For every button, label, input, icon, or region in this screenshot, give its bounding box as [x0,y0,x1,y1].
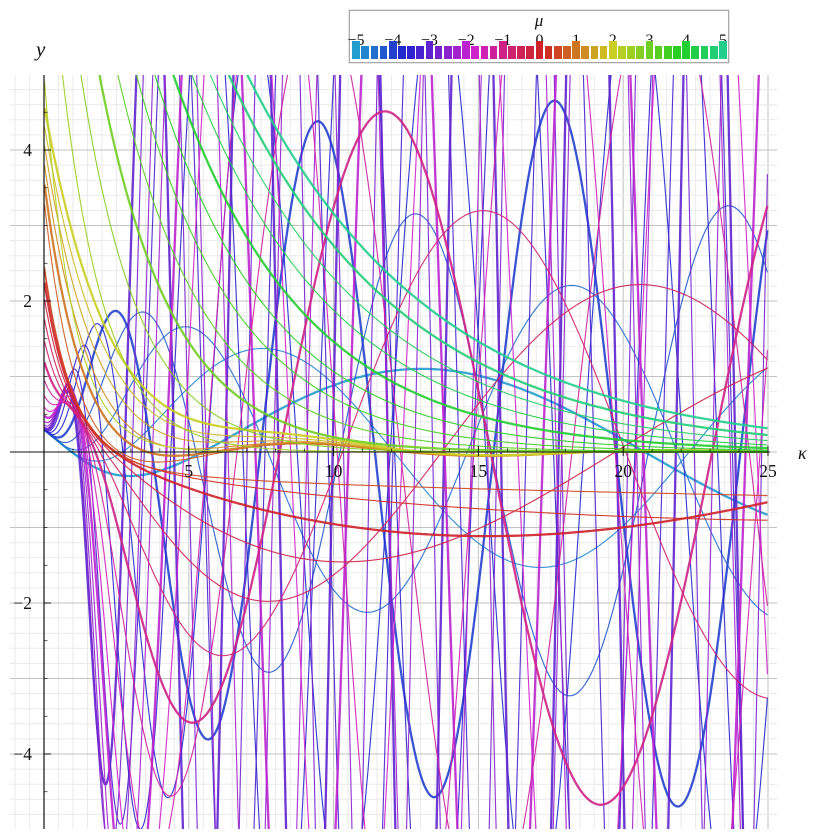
legend-swatch-mu--2.5 [443,45,452,59]
legend-tick-label: −2 [446,32,486,50]
legend-swatch-mu-0.5 [553,45,562,59]
legend-tick-label: −4 [373,32,413,50]
color-legend: μ −5−4−3−2−1012345 [348,10,729,63]
curve-mu--3 [43,75,745,829]
legend-swatch-mu--4.5 [370,45,379,59]
x-tick-label: 5 [184,461,193,481]
curve-mu-4 [172,75,768,450]
legend-swatch-mu--1 [498,41,507,59]
x-axis-label: κ [798,443,807,463]
legend-swatch-mu-4 [682,41,690,59]
legend-title: μ [534,11,544,30]
curve-mu--2 [43,75,760,829]
legend-swatch-mu-1.5 [590,45,599,59]
x-tick-label: 20 [614,461,632,481]
curve-mu-4.75 [227,75,768,437]
legend-tick-label: −3 [409,32,449,50]
legend-swatch-mu-4.25 [691,45,700,59]
curve-mu--1.25 [44,75,768,829]
y-tick-label: 2 [23,291,32,311]
legend-swatch-mu--0.5 [517,45,525,59]
legend-swatch-mu-0.25 [544,45,553,59]
y-tick-label: −2 [13,593,32,613]
x-tick-label: 10 [325,461,343,481]
legend-swatch-mu--1.5 [480,45,489,59]
legend-tick-label: 4 [666,32,706,50]
legend-swatch-mu--2.25 [453,45,461,59]
legend-swatch-mu--4.25 [379,45,388,59]
x-tick-label: 25 [759,461,777,481]
legend-swatch-mu--4 [388,41,397,59]
legend-swatch-mu-2.5 [627,45,635,59]
legend-swatch-mu-3.5 [663,45,672,59]
legend-swatch-mu--3 [425,41,434,59]
curve-mu-0.25 [44,271,768,521]
legend-tick-label: −5 [336,32,376,50]
legend-swatch-mu--3.75 [398,45,406,59]
curve-mu--4.75 [44,347,768,568]
curve-mu-4.5 [209,75,768,442]
curve-mu-4.25 [191,75,768,446]
curve-mu--1.75 [44,75,768,829]
curve-mu--2.25 [44,75,742,829]
y-axis-label: y [34,37,46,61]
legend-swatch-mu-3.25 [654,45,663,59]
legend-tick-label: 0 [519,32,559,50]
legend-swatch-mu-2.75 [636,45,645,59]
legend-swatch-mu-0.75 [563,45,571,59]
legend-swatch-mu--0.75 [508,45,516,59]
legend-swatch-mu-4.5 [700,45,709,59]
legend-swatch-mu-2 [608,41,617,59]
legend-swatch-mu-1 [572,41,580,59]
curve-mu--0.25 [44,299,768,563]
curve-mu-5 [246,75,768,430]
legend-swatch-mu--5 [352,41,360,59]
curve-mu--4.5 [44,284,768,616]
curve-mu--1 [43,110,769,806]
curve-mu-0.5 [44,267,768,497]
legend-swatch-mu-5 [719,41,727,59]
curve-mu--0.75 [44,210,768,699]
curve-mu-3.25 [117,75,768,453]
x-tick-label: 15 [470,461,488,481]
curve-mu-2 [43,107,768,457]
legend-tick-label: 3 [629,32,669,50]
legend-swatch-mu--1.25 [489,45,498,59]
y-tick-label: 4 [23,140,32,160]
y-tick-label: −4 [13,744,32,764]
legend-swatch-mu--0.25 [526,45,535,59]
curve-mu--0.5 [44,284,768,602]
legend-tick-label: −1 [483,32,523,50]
legend-swatch-mu-3.75 [673,45,681,59]
legend-swatch-mu-1.25 [581,45,590,59]
legend-swatch-mu--2 [462,41,470,59]
legend-swatch-mu-3 [645,41,654,59]
legend-tick-label: 5 [703,32,743,50]
curve-mu--3.75 [44,75,768,829]
legend-tick-label: 2 [593,32,633,50]
legend-swatch-mu--2.75 [434,45,443,59]
legend-swatch-mu-1.75 [599,45,608,59]
legend-swatch-mu--1.75 [471,45,480,59]
curve-mu-0 [43,282,768,538]
legend-swatch-mu-2.25 [618,45,626,59]
curve-mu--4 [43,99,769,808]
legend-swatch-mu-4.75 [709,45,718,59]
legend-tick-label: 1 [556,32,596,50]
legend-swatch-mu--3.5 [407,45,415,59]
legend-swatch-mu--3.25 [416,45,425,59]
curve-mu-3.75 [154,75,768,451]
legend-swatch-mu--4.75 [361,45,370,59]
legend-swatch-mu-0 [535,41,544,59]
curve-mu-3.5 [135,75,768,452]
curve-mu--3.5 [44,75,735,829]
